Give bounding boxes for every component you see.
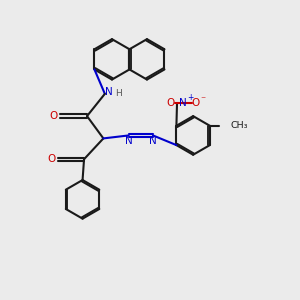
- Text: O: O: [47, 154, 56, 164]
- Text: +: +: [187, 93, 194, 102]
- Text: O: O: [50, 111, 58, 121]
- Text: N: N: [179, 98, 187, 108]
- Text: ⁻: ⁻: [201, 95, 206, 105]
- Text: CH₃: CH₃: [230, 121, 247, 130]
- Text: O: O: [166, 98, 175, 108]
- Text: H: H: [115, 89, 122, 98]
- Text: N: N: [104, 87, 112, 97]
- Text: N: N: [149, 136, 157, 146]
- Text: N: N: [125, 136, 133, 146]
- Text: O: O: [191, 98, 200, 108]
